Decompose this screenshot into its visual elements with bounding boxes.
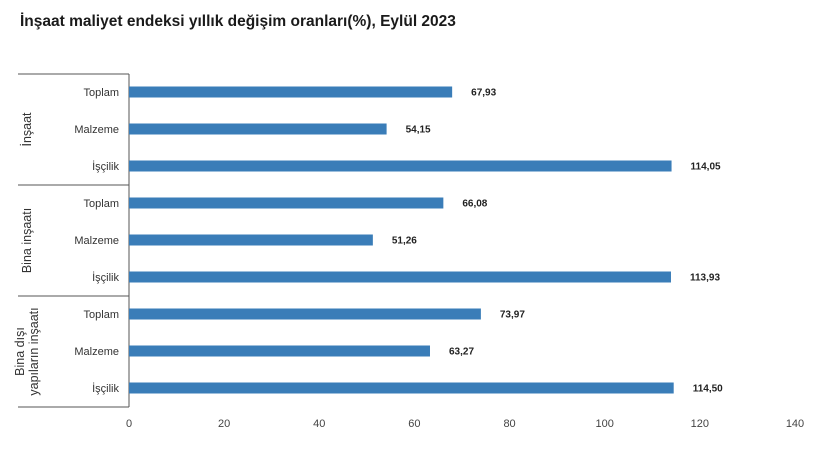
group-label: Bina dışı: [13, 327, 27, 376]
x-tick-label: 80: [503, 418, 515, 430]
value-label: 113,93: [690, 273, 720, 284]
bar: [129, 308, 481, 320]
category-label: Toplam: [84, 309, 119, 321]
x-tick-label: 60: [408, 418, 420, 430]
value-label: 114,05: [691, 162, 721, 173]
bar: [129, 345, 430, 357]
bar: [129, 271, 671, 283]
x-tick-label: 40: [313, 418, 325, 430]
category-label: Malzeme: [74, 235, 119, 247]
value-label: 51,26: [392, 236, 417, 247]
bar: [129, 382, 674, 394]
x-tick-label: 120: [691, 418, 709, 430]
bar: [129, 197, 444, 209]
x-tick-label: 140: [786, 418, 804, 430]
bar: [129, 86, 453, 98]
chart-title: İnşaat maliyet endeksi yıllık değişim or…: [20, 13, 456, 30]
category-label: Malzeme: [74, 124, 119, 136]
value-label: 66,08: [462, 199, 487, 210]
group-label: yapıların inşaatı: [27, 307, 41, 395]
bar: [129, 234, 373, 246]
category-label: Malzeme: [74, 346, 119, 358]
x-tick-label: 20: [218, 418, 230, 430]
category-label: İşçilik: [92, 271, 119, 284]
value-label: 67,93: [471, 88, 496, 99]
category-label: Toplam: [84, 87, 119, 99]
category-label: İşçilik: [92, 382, 119, 395]
group-label: Bina inşaatı: [20, 208, 34, 273]
bar: [129, 160, 672, 172]
value-label: 73,97: [500, 310, 525, 321]
category-label: Toplam: [84, 198, 119, 210]
value-label: 114,50: [693, 384, 723, 395]
value-label: 54,15: [406, 125, 431, 136]
value-label: 63,27: [449, 347, 474, 358]
x-tick-label: 0: [126, 418, 132, 430]
category-label: İşçilik: [92, 160, 119, 173]
x-tick-label: 100: [596, 418, 614, 430]
bar: [129, 123, 387, 135]
group-label: İnşaat: [20, 112, 34, 147]
